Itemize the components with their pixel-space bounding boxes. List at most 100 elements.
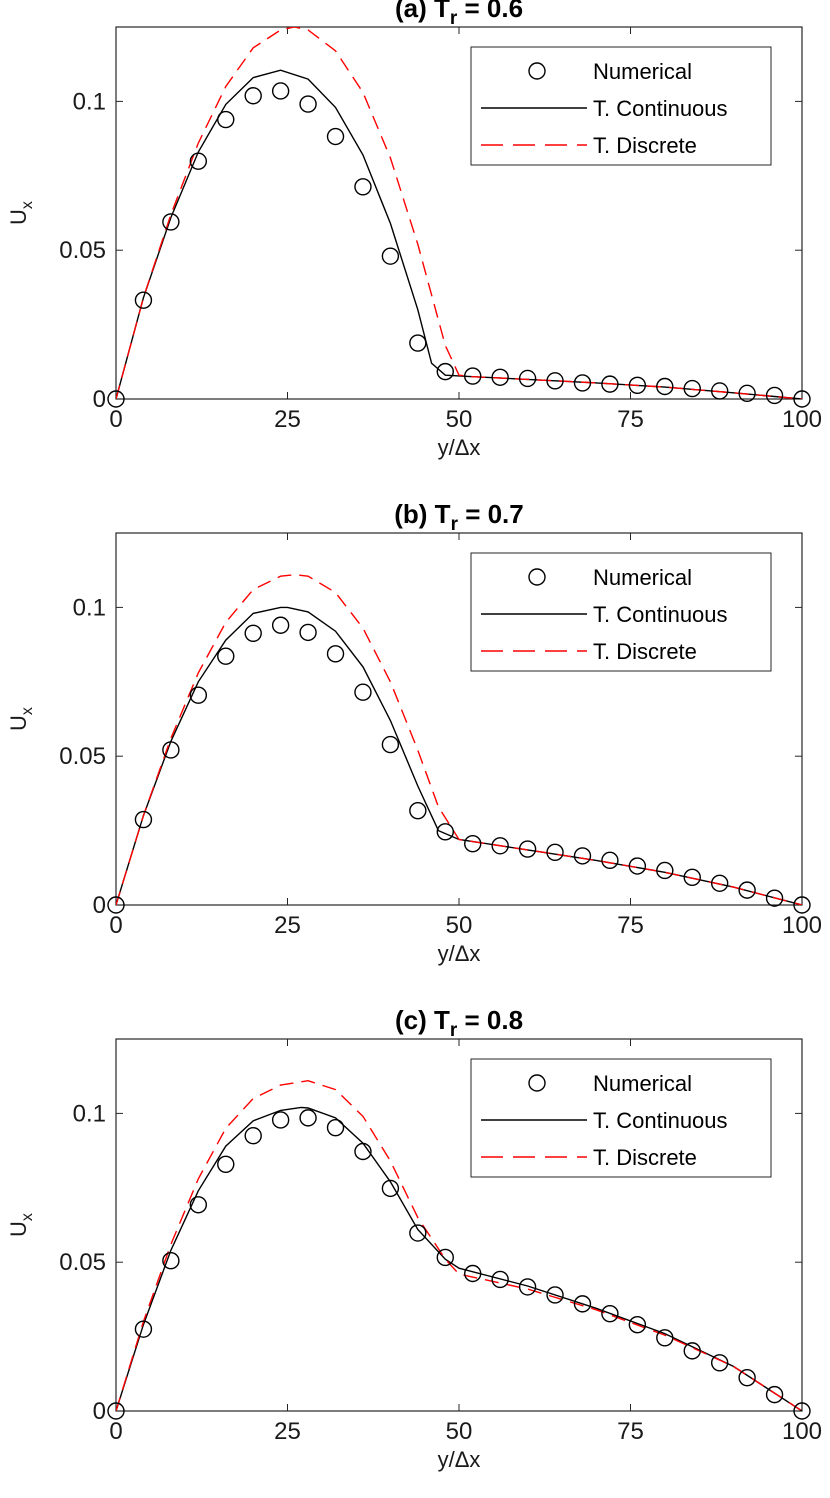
data-point-numerical [217,110,235,129]
y-tick-label: 0.1 [73,1100,106,1127]
data-point-numerical [299,1109,317,1127]
chart-title: (a) Tr = 0.6 [395,0,523,29]
x-axis-label: y/Δx [438,941,481,966]
data-point-numerical [326,1118,345,1137]
data-point-numerical [162,1252,180,1270]
y-axis-label: Ux [6,201,36,225]
x-tick-label: 50 [446,912,473,939]
data-point-numerical [628,857,647,875]
y-axis-label-main: U [6,1221,31,1237]
y-tick-label: 0.05 [59,743,106,770]
data-point-numerical [628,376,647,395]
data-point-numerical [271,1111,290,1129]
data-point-numerical [710,874,729,892]
data-point-numerical [436,1248,454,1267]
y-axis-label-main: U [6,209,31,225]
chart-panel-0: (a) Tr = 0.6 0 25 50 75 100 0 0.05 0.1 y/Δx Ux Nume… [6,0,822,460]
data-point-numerical [244,87,262,105]
data-point-numerical [299,623,317,642]
data-point-numerical [381,247,400,265]
data-point-numerical [217,1155,235,1173]
legend-label: Numerical [593,565,692,590]
data-point-numerical [134,810,153,829]
legend: Numerical T. Continuous T. Discrete [470,1058,772,1178]
data-point-numerical [601,851,619,870]
data-point-numerical [793,896,811,914]
data-point-numerical [546,372,564,390]
data-point-numerical [656,861,674,880]
data-point-numerical [518,1278,537,1296]
chart-title-subscript: r [451,514,459,535]
y-axis-label: Ux [6,707,36,731]
legend-label: T. Discrete [593,639,697,664]
data-point-numerical [738,1368,756,1387]
y-tick-label: 0.05 [59,237,106,264]
x-tick-label: 100 [782,912,822,939]
data-point-numerical [464,367,482,385]
legend: Numerical T. Continuous T. Discrete [470,552,772,672]
data-point-numerical [354,683,372,701]
data-point-numerical [710,1354,729,1372]
data-point-numerical [299,95,317,113]
data-point-numerical [162,741,180,759]
data-point-numerical [765,386,784,405]
data-point-numerical [710,382,729,400]
data-point-numerical [683,379,701,398]
data-point-numerical [738,881,756,899]
x-tick-label: 25 [274,1418,301,1445]
data-point-numerical [765,889,784,907]
y-axis-label-subscript: x [19,707,36,715]
y-tick-label: 0.1 [73,88,106,115]
y-axis-label-subscript: x [19,201,36,209]
x-tick-label: 75 [617,912,644,939]
chart-title-main: (b) T [394,499,450,529]
data-point-numerical [134,1320,153,1338]
x-tick-label: 0 [109,1418,122,1445]
data-point-numerical [381,735,400,754]
legend-marker [528,568,546,586]
data-point-numerical [271,82,290,100]
data-point-numerical [546,1286,564,1304]
chart-title-tail: = 0.8 [457,1005,523,1035]
x-tick-label: 50 [446,1418,473,1445]
legend-marker [528,62,546,80]
y-tick-label: 0 [93,892,106,919]
data-point-numerical [573,847,592,865]
data-point-numerical [683,868,701,887]
data-point-numerical [436,362,454,381]
x-tick-label: 25 [274,406,301,433]
series-line-t-continuous [116,1106,802,1411]
data-point-numerical [793,1402,811,1420]
data-point-numerical [409,334,427,352]
data-point-numerical [409,801,427,820]
x-tick-label: 75 [617,1418,644,1445]
data-point-numerical [189,1196,208,1214]
y-tick-label: 0.05 [59,1249,106,1276]
legend-label: Numerical [593,59,692,84]
data-point-numerical [107,1402,125,1420]
data-point-numerical [573,374,592,392]
data-point-numerical [354,1142,372,1161]
x-tick-label: 50 [446,406,473,433]
data-point-numerical [409,1224,427,1242]
data-point-numerical [354,178,372,196]
data-point-numerical [189,152,208,170]
legend: Numerical T. Continuous T. Discrete [470,46,772,166]
legend-label: T. Discrete [593,1145,697,1170]
chart-title-subscript: r [450,8,458,29]
x-tick-label: 100 [782,1418,822,1445]
legend-label: Numerical [593,1071,692,1096]
legend-label: T. Continuous [593,1108,728,1133]
chart-title-tail: = 0.6 [457,0,523,23]
data-point-numerical [546,843,564,862]
data-point-numerical [601,1304,619,1323]
data-point-numerical [518,840,537,858]
y-axis-label: Ux [6,1213,36,1237]
data-point-numerical [217,647,235,665]
data-point-numerical [628,1315,647,1334]
data-point-numerical [601,375,619,393]
data-point-numerical [162,213,180,231]
data-point-numerical [656,1329,674,1347]
x-tick-label: 100 [782,406,822,433]
